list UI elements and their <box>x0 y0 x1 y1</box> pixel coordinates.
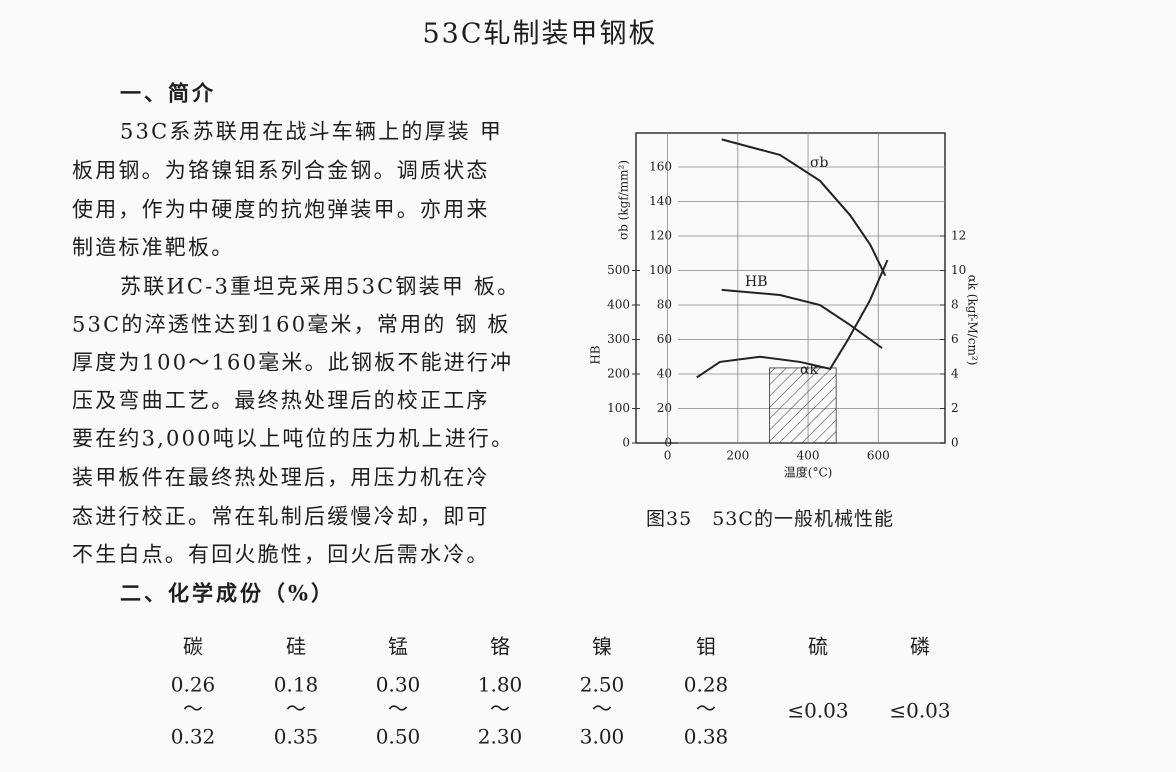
cell-max: 2.30 <box>478 725 523 749</box>
column-header: 硅 <box>286 635 306 659</box>
x-axis-label: 温度(°C) <box>784 465 833 480</box>
y2-tick-label: 500 <box>607 263 630 277</box>
y3-tick-label: 0 <box>951 436 959 450</box>
y3-tick-label: 2 <box>951 401 959 415</box>
cell-min: 1.80 <box>478 673 523 697</box>
cell-min: 0.30 <box>376 673 421 697</box>
x-tick-label: 0 <box>664 449 672 463</box>
y2-tick-label: 0 <box>622 436 630 450</box>
curve <box>721 138 887 277</box>
text-line: 要在约3,000吨以上吨位的压力机上进行。 <box>72 427 514 451</box>
cell: ≤0.03 <box>787 699 848 723</box>
y-tick-label: 40 <box>657 367 672 381</box>
text-line: 不生白点。有回火脆性，回火后需水冷。 <box>72 543 490 567</box>
composition-table: 碳0.26～0.32硅0.18～0.35锰0.30～0.50铬1.80～2.30… <box>171 635 951 749</box>
column-header: 镍 <box>592 635 612 659</box>
range-sign: ～ <box>388 697 408 721</box>
column-header: 碳 <box>183 635 203 659</box>
y2-axis-label: HB <box>589 345 603 364</box>
column-header: 铬 <box>490 635 510 659</box>
section-heading: 二、化学成份（%） <box>120 581 335 606</box>
x-tick-label: 400 <box>797 449 820 463</box>
text-line: 压及弯曲工艺。最终热处理后的校正工序 <box>72 389 490 413</box>
x-tick-label: 600 <box>867 449 890 463</box>
y3-tick-label: 6 <box>951 332 959 346</box>
y3-tick-label: 12 <box>951 229 966 243</box>
y2-tick-label: 400 <box>607 298 630 312</box>
cell-max: 0.32 <box>171 725 216 749</box>
column-header: 锰 <box>388 635 408 659</box>
y-tick-label: 160 <box>649 160 672 174</box>
cell-min: 2.50 <box>580 673 625 697</box>
text-line: 装甲板件在最终热处理后，用压力机在冷 <box>72 466 490 490</box>
range-sign: ～ <box>183 697 203 721</box>
y-tick-label: 140 <box>649 194 672 208</box>
text-line: 制造标准靶板。 <box>72 236 234 260</box>
section-heading: 一、简介 <box>120 81 216 106</box>
title: 53C轧制装甲钢板 <box>422 19 657 50</box>
y3-tick-label: 10 <box>951 263 966 277</box>
text-line: 使用，作为中硬度的抗炮弹装甲。亦用来 <box>72 198 490 222</box>
cell-max: 3.00 <box>580 725 625 749</box>
curve-label: αk <box>800 362 818 378</box>
curve <box>721 288 883 349</box>
text-line: 厚度为100～160毫米。此钢板不能进行冲 <box>72 351 513 375</box>
y-tick-label: 120 <box>649 229 672 243</box>
y2-tick-label: 300 <box>607 332 630 346</box>
y-tick-label: 20 <box>657 401 672 415</box>
curve-label: HB <box>745 274 768 290</box>
cell-min: 0.18 <box>274 673 319 697</box>
x-tick-label: 200 <box>726 449 749 463</box>
cell-max: 0.35 <box>274 725 319 749</box>
y2-tick-label: 100 <box>607 401 630 415</box>
cell: ≤0.03 <box>889 699 950 723</box>
y-tick-label: 80 <box>657 298 672 312</box>
text-line: 板用钢。为铬镍钼系列合金钢。调质状态 <box>72 159 490 183</box>
cell-max: 0.50 <box>376 725 421 749</box>
highlight-range <box>769 367 837 444</box>
y3-axis-label: αk (kgf-M/cm²) <box>966 275 980 366</box>
cell-max: 0.38 <box>684 725 729 749</box>
curve-label: σb <box>810 155 829 171</box>
range-sign: ～ <box>286 697 306 721</box>
y3-tick-label: 4 <box>951 367 959 381</box>
range-sign: ～ <box>592 697 612 721</box>
y2-tick-label: 200 <box>607 367 630 381</box>
figure-caption: 图35 53C的一般机械性能 <box>646 508 894 530</box>
text-line: 53C系苏联用在战斗车辆上的厚装 甲 <box>120 120 503 144</box>
y-axis-label: σb (kgf/mm²) <box>617 160 631 240</box>
column-header: 磷 <box>910 635 930 659</box>
y-tick-label: 60 <box>657 332 672 346</box>
text-line: 53C的淬透性达到160毫米，常用的 钢 板 <box>72 313 511 337</box>
cell-min: 0.28 <box>684 673 729 697</box>
range-sign: ～ <box>696 697 716 721</box>
y3-tick-label: 8 <box>951 298 959 312</box>
figure: 0204060801001201401600100200300400500024… <box>589 132 980 480</box>
y-tick-label: 0 <box>664 436 672 450</box>
curve <box>696 259 889 379</box>
text-line: 苏联ИС-3重坦克采用53C钢装甲 板。 <box>120 275 520 299</box>
y-tick-label: 100 <box>649 263 672 277</box>
column-header: 硫 <box>808 635 828 659</box>
column-header: 钼 <box>696 635 716 659</box>
text-line: 态进行校正。常在轧制后缓慢冷却，即可 <box>72 505 490 529</box>
cell-min: 0.26 <box>171 673 216 697</box>
range-sign: ～ <box>490 697 510 721</box>
